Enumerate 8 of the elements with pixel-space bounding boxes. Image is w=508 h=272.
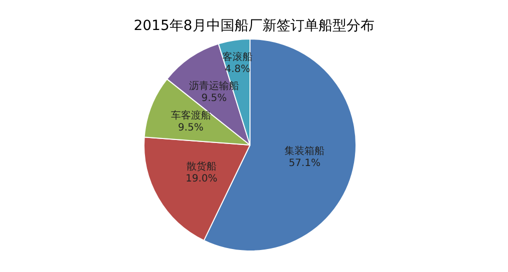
data-label: 19.0%	[186, 174, 218, 184]
data-label: 9.5%	[201, 93, 227, 104]
chart-title: 2015年8月中国船厂新签订单船型分布	[134, 18, 374, 34]
data-label: 57.1%	[288, 158, 320, 169]
slice-label: 集装箱船	[284, 144, 325, 157]
data-label: 9.5%	[178, 122, 204, 134]
slice-label: 散货船	[186, 160, 217, 172]
slice-label: 车客渡船	[170, 109, 211, 122]
